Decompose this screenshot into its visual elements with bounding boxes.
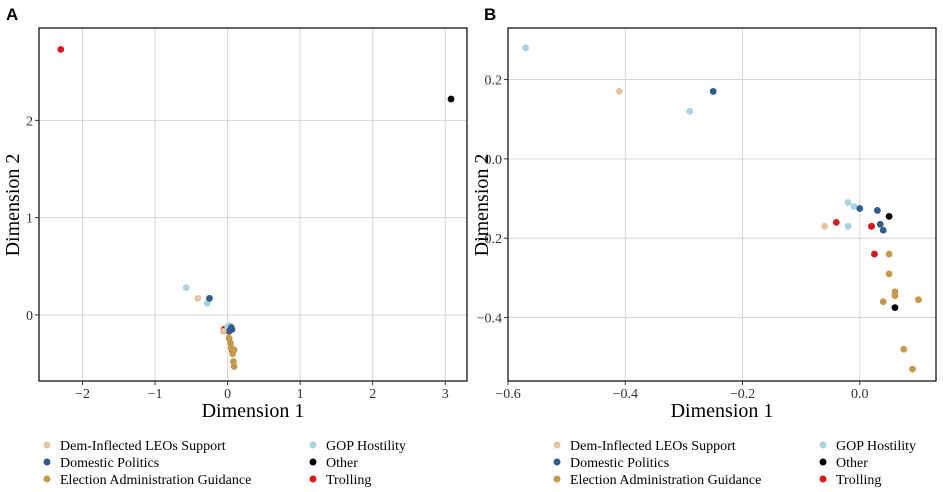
legend-label-gop-hostility: GOP Hostility bbox=[326, 439, 406, 454]
point-election-administration-guidance bbox=[915, 296, 922, 304]
legend-swatch-trolling bbox=[819, 475, 827, 483]
x-tick-label: 3 bbox=[442, 387, 449, 402]
point-dem-inflected-leos-support bbox=[821, 222, 829, 230]
point-trolling bbox=[868, 222, 875, 230]
point-other bbox=[447, 95, 455, 103]
point-dem-inflected-leos-support bbox=[615, 88, 623, 95]
legend-swatch-election-administration-guidance bbox=[43, 475, 51, 483]
legend-swatch-dem-inflected-leos-support bbox=[43, 441, 51, 449]
legend-label-dem-inflected-leos-support: Dem-Inflected LEOs Support bbox=[570, 439, 736, 454]
y-tick-label: 2 bbox=[26, 114, 33, 129]
x-tick-label: 0 bbox=[224, 387, 231, 402]
legend-swatch-gop-hostility bbox=[819, 441, 827, 449]
x-tick-label: −0.4 bbox=[613, 387, 638, 402]
x-tick-label: −2 bbox=[75, 387, 90, 402]
legend-label-election-administration-guidance: Election Administration Guidance bbox=[60, 473, 251, 488]
panel-b-ticks: −0.6 −0.4 −0.2 0.0 −0.4 −0.2 0.0 0.2 bbox=[477, 74, 869, 402]
y-tick-label: 0.0 bbox=[485, 153, 503, 168]
legend-label-domestic-politics: Domestic Politics bbox=[60, 456, 159, 471]
y-tick-label: 1 bbox=[26, 212, 33, 227]
panel-a-grid bbox=[39, 28, 467, 381]
legend-swatch-dem-inflected-leos-support bbox=[553, 441, 561, 449]
panel-a-legend: Dem-Inflected LEOs Support GOP Hostility D… bbox=[43, 439, 406, 488]
y-tick-label: 0.2 bbox=[485, 74, 503, 89]
panel-b-frame bbox=[507, 27, 937, 382]
legend-label-trolling: Trolling bbox=[836, 473, 881, 488]
panel-b-legend: Dem-Inflected LEOs Support GOP Hostility D… bbox=[553, 439, 916, 488]
legend-swatch-other bbox=[309, 458, 317, 466]
legend-swatch-domestic-politics bbox=[43, 458, 51, 466]
point-gop-hostility bbox=[850, 203, 858, 210]
point-gop-hostility bbox=[844, 199, 852, 206]
x-tick-label: −0.2 bbox=[730, 387, 755, 402]
panel-a-points bbox=[57, 45, 455, 370]
panel-b-label: B bbox=[484, 5, 496, 24]
point-gop-hostility bbox=[844, 222, 852, 230]
panel-a: A −2 −1 0 1 2 3 0 1 2 Dimension 1 Dimension 2 De… bbox=[2, 5, 468, 488]
x-tick-label: 2 bbox=[369, 387, 376, 402]
point-domestic-politics bbox=[206, 294, 213, 302]
point-domestic-politics bbox=[228, 326, 236, 333]
panel-a-xlabel: Dimension 1 bbox=[202, 400, 305, 422]
panel-a-frame bbox=[38, 27, 468, 382]
panel-a-ylabel: Dimension 2 bbox=[2, 154, 24, 257]
x-tick-label: −1 bbox=[148, 387, 163, 402]
point-trolling bbox=[871, 250, 878, 258]
point-trolling bbox=[832, 218, 840, 226]
point-election-administration-guidance bbox=[230, 346, 238, 354]
legend-swatch-election-administration-guidance bbox=[553, 475, 561, 483]
point-election-administration-guidance bbox=[885, 270, 893, 278]
legend-label-dem-inflected-leos-support: Dem-Inflected LEOs Support bbox=[60, 439, 226, 454]
legend-swatch-gop-hostility bbox=[309, 441, 317, 449]
point-dem-inflected-leos-support bbox=[219, 328, 227, 335]
legend-label-other: Other bbox=[836, 456, 868, 471]
panel-a-label: A bbox=[6, 5, 18, 24]
point-domestic-politics bbox=[873, 207, 881, 214]
panel-b-grid bbox=[507, 28, 936, 381]
legend-swatch-domestic-politics bbox=[553, 458, 561, 466]
point-gop-hostility bbox=[686, 107, 694, 115]
y-tick-label: 0 bbox=[26, 309, 33, 324]
point-dem-inflected-leos-support bbox=[194, 294, 202, 302]
panel-a-ticks: −2 −1 0 1 2 3 0 1 2 bbox=[26, 114, 449, 402]
point-gop-hostility bbox=[182, 284, 190, 292]
legend-label-trolling: Trolling bbox=[326, 473, 371, 488]
x-tick-label: 0.0 bbox=[851, 387, 869, 402]
panel-b-points bbox=[522, 44, 922, 373]
point-domestic-politics bbox=[876, 220, 884, 228]
y-tick-label: −0.2 bbox=[477, 232, 502, 247]
point-election-administration-guidance bbox=[909, 365, 916, 373]
point-election-administration-guidance bbox=[900, 345, 908, 353]
point-trolling bbox=[57, 45, 65, 53]
panel-b-xlabel: Dimension 1 bbox=[671, 400, 774, 422]
point-election-administration-guidance bbox=[230, 363, 238, 370]
point-domestic-politics bbox=[879, 226, 887, 234]
x-tick-label: 1 bbox=[297, 387, 304, 402]
point-election-administration-guidance bbox=[879, 298, 887, 306]
legend-swatch-other bbox=[819, 458, 827, 466]
panel-b: B −0.6 −0.4 −0.2 0.0 −0.4 −0.2 0.0 0.2 Dimensio… bbox=[471, 5, 937, 488]
point-election-administration-guidance bbox=[891, 292, 899, 300]
legend-label-gop-hostility: GOP Hostility bbox=[836, 439, 916, 454]
point-domestic-politics bbox=[856, 205, 864, 212]
legend-label-domestic-politics: Domestic Politics bbox=[570, 456, 669, 471]
point-election-administration-guidance bbox=[885, 250, 893, 258]
legend-label-other: Other bbox=[326, 456, 358, 471]
point-other bbox=[885, 212, 893, 220]
y-tick-label: −0.4 bbox=[477, 312, 502, 327]
legend-swatch-trolling bbox=[309, 475, 317, 483]
x-tick-label: −0.6 bbox=[495, 387, 520, 402]
panel-b-ylabel: Dimension 2 bbox=[471, 154, 493, 257]
point-other bbox=[891, 304, 899, 312]
legend-label-election-administration-guidance: Election Administration Guidance bbox=[570, 473, 761, 488]
point-domestic-politics bbox=[709, 88, 717, 95]
point-gop-hostility bbox=[522, 44, 529, 52]
